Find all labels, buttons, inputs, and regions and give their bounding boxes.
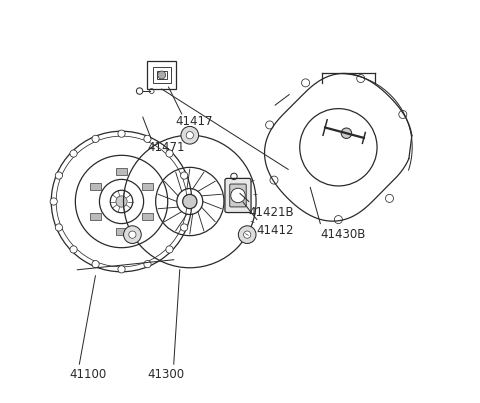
Circle shape xyxy=(123,226,141,243)
Text: 41421B: 41421B xyxy=(248,206,294,218)
Circle shape xyxy=(55,172,62,179)
Circle shape xyxy=(118,130,125,137)
Circle shape xyxy=(166,246,173,253)
Circle shape xyxy=(166,150,173,157)
Circle shape xyxy=(180,172,188,179)
Circle shape xyxy=(55,224,62,231)
Circle shape xyxy=(144,135,151,142)
Circle shape xyxy=(181,127,199,144)
FancyBboxPatch shape xyxy=(142,213,153,220)
Text: 41412: 41412 xyxy=(256,224,294,237)
Circle shape xyxy=(144,261,151,268)
Circle shape xyxy=(50,198,57,205)
Text: 41417: 41417 xyxy=(176,115,213,128)
FancyBboxPatch shape xyxy=(116,168,127,175)
FancyBboxPatch shape xyxy=(116,228,127,235)
FancyBboxPatch shape xyxy=(90,183,101,190)
Circle shape xyxy=(157,71,166,79)
Circle shape xyxy=(180,224,188,231)
Circle shape xyxy=(183,194,197,209)
Circle shape xyxy=(231,188,245,203)
Circle shape xyxy=(186,132,193,139)
Text: 41430B: 41430B xyxy=(320,228,366,241)
Text: 41471: 41471 xyxy=(148,141,185,154)
Circle shape xyxy=(92,261,99,268)
Circle shape xyxy=(129,231,136,238)
Circle shape xyxy=(116,196,127,207)
Circle shape xyxy=(118,266,125,273)
FancyBboxPatch shape xyxy=(90,213,101,220)
Circle shape xyxy=(243,231,251,238)
Circle shape xyxy=(92,135,99,142)
Circle shape xyxy=(70,246,77,253)
FancyBboxPatch shape xyxy=(142,183,153,190)
Text: 41300: 41300 xyxy=(147,368,184,381)
Circle shape xyxy=(239,226,256,243)
Text: 41100: 41100 xyxy=(69,368,107,381)
Circle shape xyxy=(186,198,193,205)
Circle shape xyxy=(70,150,77,157)
FancyBboxPatch shape xyxy=(230,184,246,207)
Circle shape xyxy=(341,128,352,139)
FancyBboxPatch shape xyxy=(225,179,251,212)
